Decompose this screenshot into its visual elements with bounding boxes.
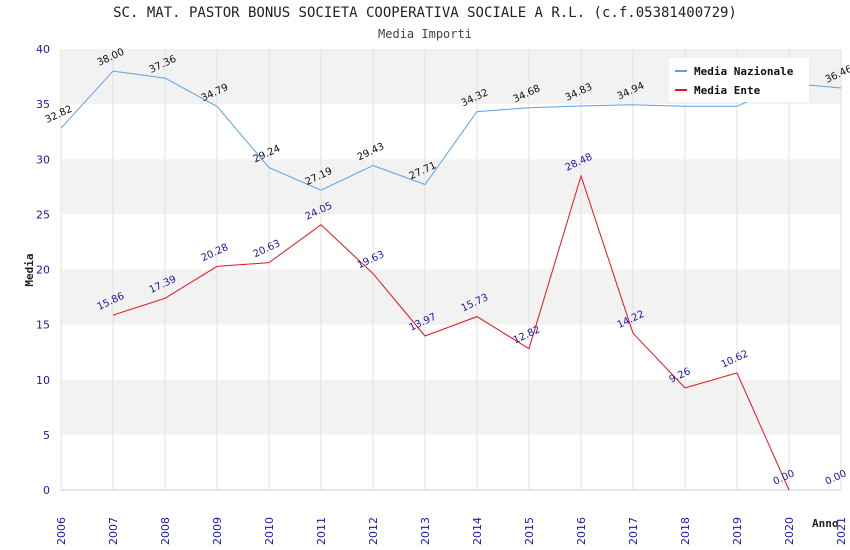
y-tick-label: 40 xyxy=(36,43,50,56)
y-tick-label: 0 xyxy=(43,484,50,497)
y-tick-label: 30 xyxy=(36,153,50,166)
x-tick-label: 2019 xyxy=(731,517,744,545)
x-axis-title: Anno xyxy=(812,517,839,530)
legend-entry: Media Ente xyxy=(694,84,761,97)
grid-band xyxy=(61,159,841,215)
x-tick-label: 2013 xyxy=(419,517,432,545)
grid-band xyxy=(61,104,841,160)
grid-bands xyxy=(61,49,841,490)
legend-entry: Media Nazionale xyxy=(694,65,794,78)
x-tick-label: 2018 xyxy=(679,517,692,545)
axes xyxy=(60,49,842,491)
grid-band xyxy=(61,434,841,490)
y-tick-label: 25 xyxy=(36,208,50,221)
y-tick-labels: 0 5 10 15 20 25 30 35 40 xyxy=(36,43,50,497)
y-tick-label: 15 xyxy=(36,319,50,332)
x-tick-label: 2021 xyxy=(835,517,848,545)
series-lines xyxy=(60,70,842,491)
legend: Media Nazionale Media Ente xyxy=(669,58,809,102)
legend-box xyxy=(669,58,809,102)
x-tick-label: 2020 xyxy=(783,517,796,545)
x-tick-label: 2006 xyxy=(55,517,68,545)
grid-band xyxy=(61,324,841,380)
x-tick-label: 2010 xyxy=(263,517,276,545)
x-tick-label: 2011 xyxy=(315,517,328,545)
y-tick-label: 20 xyxy=(36,264,50,277)
grid-band xyxy=(61,269,841,325)
x-tick-label: 2012 xyxy=(367,517,380,545)
chart-subtitle: Media Importi xyxy=(378,27,472,41)
chart-title: SC. MAT. PASTOR BONUS SOCIETA COOPERATIV… xyxy=(113,5,737,21)
series-line-media-nazionale xyxy=(60,70,842,191)
series-line-media-ente xyxy=(112,174,790,491)
y-tick-label: 5 xyxy=(43,429,50,442)
y-axis-title: Media xyxy=(23,253,36,286)
x-tick-label: 2015 xyxy=(523,517,536,545)
grid-band xyxy=(61,379,841,435)
x-tick-label: 2008 xyxy=(159,517,172,545)
x-tick-label: 2009 xyxy=(211,517,224,545)
grid-band xyxy=(61,214,841,270)
x-tick-label: 2016 xyxy=(575,517,588,545)
x-tick-labels: 2006 2007 2008 2009 2010 2011 2012 2013 2014 2015… xyxy=(55,517,848,545)
y-tick-label: 10 xyxy=(36,374,50,387)
x-tick-label: 2017 xyxy=(627,517,640,545)
y-tick-label: 35 xyxy=(36,98,50,111)
x-tick-label: 2014 xyxy=(471,517,484,545)
x-tick-label: 2007 xyxy=(107,517,120,545)
